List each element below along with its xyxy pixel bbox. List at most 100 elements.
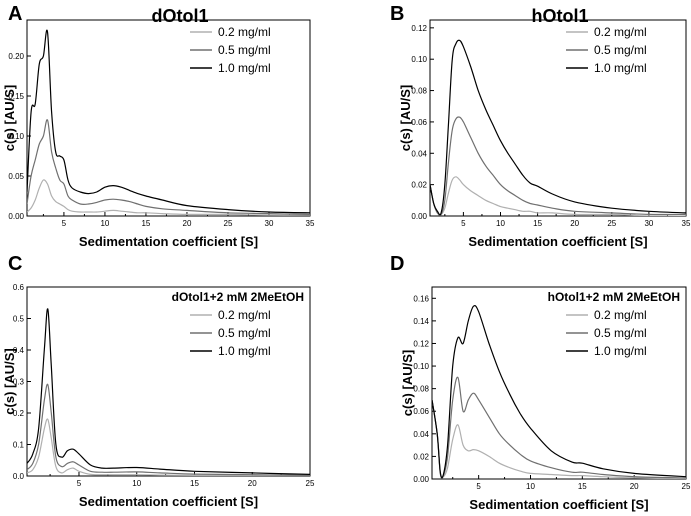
- legend-label: 0.2 mg/ml: [594, 25, 647, 39]
- panel-d: D 5 10 15 20 25 0.00 0.02 0.04 0.06 0.08 0.10 0.12 0.…: [390, 253, 691, 512]
- x-tick-label: 25: [607, 219, 616, 228]
- legend-label: 0.5 mg/ml: [218, 326, 271, 340]
- y-tick-label: 0.3: [13, 378, 25, 387]
- y-tick-label: 0.16: [413, 294, 429, 303]
- y-axis-label: c(s) [AU/S]: [400, 350, 415, 416]
- inset-title: dOtol1+2 mM 2MeEtOH: [172, 290, 304, 304]
- y-tick-label: 0.4: [13, 346, 25, 355]
- x-tick-label: 20: [570, 219, 579, 228]
- x-tick-label: 30: [265, 219, 274, 228]
- y-tick-label: 0.00: [411, 212, 427, 221]
- y-tick-label: 0.1: [13, 441, 25, 450]
- plot-frame: [429, 19, 687, 217]
- x-tick-label: 35: [682, 219, 691, 228]
- legend-label: 0.5 mg/ml: [218, 43, 271, 57]
- panel-c: C 5 10 15 20 25 0.0 0.1 0.2 0.3 0.4 0.5 0.6 Sedimenta…: [2, 253, 315, 509]
- legend-label: 0.5 mg/ml: [594, 326, 647, 340]
- x-tick-label: 30: [644, 219, 653, 228]
- series-line-1: [432, 399, 686, 479]
- y-tick-label: 0.00: [8, 212, 24, 221]
- legend-label: 0.5 mg/ml: [594, 43, 647, 57]
- panel-letter: D: [390, 253, 404, 275]
- y-tick-label: 0.02: [411, 181, 427, 190]
- x-axis-label: Sedimentation coefficient [S]: [468, 234, 647, 249]
- x-tick-label: 20: [630, 482, 639, 491]
- series-line-1: [27, 179, 310, 216]
- x-tick-label: 5: [62, 219, 67, 228]
- series-line-3: [430, 39, 686, 216]
- y-tick-label: 0.15: [8, 92, 24, 101]
- y-tick-label: 0.12: [413, 339, 429, 348]
- x-tick-label: 5: [77, 479, 82, 488]
- series-line-3: [432, 304, 686, 479]
- y-tick-label: 0.04: [411, 149, 427, 158]
- x-tick-label: 10: [132, 479, 141, 488]
- y-tick-label: 0.06: [411, 118, 427, 127]
- series-line-2: [27, 383, 310, 476]
- series-line-2: [430, 116, 686, 216]
- x-tick-label: 10: [526, 482, 535, 491]
- y-tick-label: 0.02: [413, 452, 429, 461]
- legend-label: 1.0 mg/ml: [218, 344, 271, 358]
- legend-label: 1.0 mg/ml: [218, 61, 271, 75]
- x-tick-label: 15: [141, 219, 150, 228]
- y-tick-label: 0.06: [413, 407, 429, 416]
- legend-label: 0.2 mg/ml: [594, 308, 647, 322]
- plot-frame: [431, 286, 687, 480]
- y-axis-label: c(s) [AU/S]: [2, 85, 17, 151]
- panel-title: dOtol1: [152, 6, 209, 26]
- y-tick-label: 0.14: [413, 317, 429, 326]
- series-line-2: [432, 376, 686, 479]
- x-tick-label: 20: [248, 479, 257, 488]
- plot-frame: [26, 19, 311, 217]
- y-tick-label: 0.10: [411, 55, 427, 64]
- x-tick-label: 25: [224, 219, 233, 228]
- y-tick-label: 0.0: [13, 472, 25, 481]
- y-tick-label: 0.5: [13, 315, 25, 324]
- legend-label: 1.0 mg/ml: [594, 344, 647, 358]
- y-tick-label: 0.10: [8, 132, 24, 141]
- x-tick-label: 15: [578, 482, 587, 491]
- series-line-3: [27, 29, 310, 214]
- x-tick-label: 20: [183, 219, 192, 228]
- y-axis-label: c(s) [AU/S]: [398, 85, 413, 151]
- y-tick-label: 0.08: [413, 385, 429, 394]
- x-tick-label: 5: [461, 219, 466, 228]
- y-tick-label: 0.05: [8, 172, 24, 181]
- x-tick-label: 25: [682, 482, 691, 491]
- x-tick-label: 10: [496, 219, 505, 228]
- x-tick-label: 35: [306, 219, 315, 228]
- y-axis-label: c(s) [AU/S]: [2, 348, 17, 414]
- series-line-2: [27, 119, 310, 215]
- legend-label: 1.0 mg/ml: [594, 61, 647, 75]
- x-axis-label: Sedimentation coefficient [S]: [79, 234, 258, 249]
- legend-label: 0.2 mg/ml: [218, 25, 271, 39]
- y-tick-label: 0.12: [411, 24, 427, 33]
- x-tick-label: 15: [533, 219, 542, 228]
- inset-title: hOtol1+2 mM 2MeEtOH: [548, 290, 680, 304]
- y-tick-label: 0.04: [413, 430, 429, 439]
- panel-letter: C: [8, 253, 22, 275]
- y-tick-label: 0.20: [8, 52, 24, 61]
- x-axis-label: Sedimentation coefficient [S]: [469, 497, 648, 512]
- series-line-1: [430, 176, 686, 216]
- panel-letter: A: [8, 3, 22, 25]
- x-tick-label: 10: [100, 219, 109, 228]
- panel-letter: B: [390, 3, 404, 25]
- y-tick-label: 0.08: [411, 87, 427, 96]
- legend-label: 0.2 mg/ml: [218, 308, 271, 322]
- y-tick-label: 0.00: [413, 475, 429, 484]
- x-axis-label: Sedimentation coefficient [S]: [79, 494, 258, 509]
- series-line-1: [27, 418, 310, 476]
- panel-title: hOtol1: [532, 6, 589, 26]
- series-line-3: [27, 308, 310, 475]
- x-tick-label: 5: [476, 482, 481, 491]
- y-tick-label: 0.6: [13, 283, 25, 292]
- y-tick-label: 0.10: [413, 362, 429, 371]
- x-tick-label: 25: [306, 479, 315, 488]
- x-tick-label: 15: [190, 479, 199, 488]
- y-tick-label: 0.2: [13, 409, 25, 418]
